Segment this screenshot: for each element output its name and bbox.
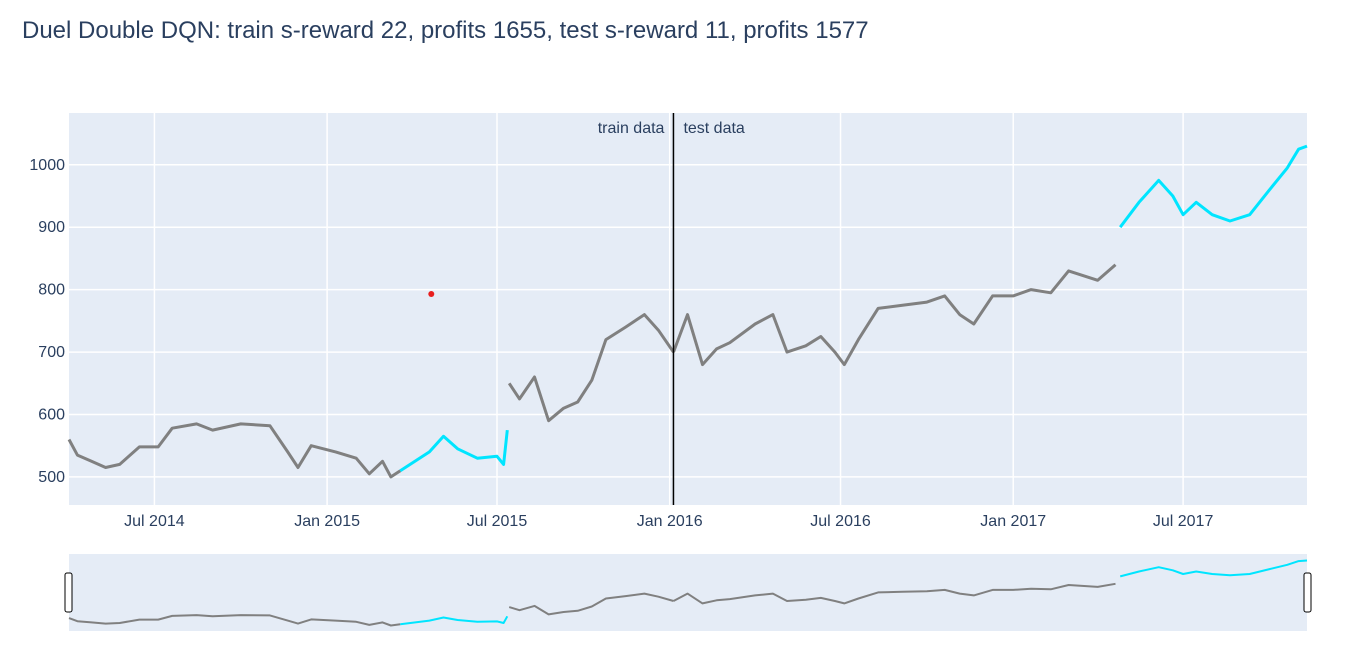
x-tick-label: Jul 2016 [810, 513, 871, 530]
x-axis: Jul 2014 Jan 2015 Jul 2015 Jan 2016 Jul 2016… [124, 513, 1213, 530]
x-tick-label: Jul 2014 [124, 513, 185, 530]
x-tick-label: Jan 2015 [294, 513, 360, 530]
price-series-line [672, 263, 1117, 367]
range-slider-series-line [1119, 559, 1308, 578]
range-slider-series-line [68, 614, 401, 627]
y-tick-label: 1000 [29, 157, 65, 174]
test-data-label: test data [683, 120, 744, 137]
split-line-group: train data test data [598, 113, 745, 505]
y-tick-label: 900 [38, 219, 65, 236]
range-slider-left-handle[interactable] [64, 572, 73, 613]
marker-point [428, 291, 435, 298]
price-series-line [67, 422, 402, 479]
y-axis: 500 600 700 800 900 1000 [29, 157, 65, 486]
grid [69, 113, 1307, 505]
train-data-label: train data [598, 120, 665, 137]
range-slider-right-handle[interactable] [1303, 572, 1312, 613]
y-tick-label: 500 [38, 469, 65, 486]
range-slider-series [68, 559, 1308, 627]
range-slider-series-line [508, 592, 674, 616]
x-tick-label: Jan 2017 [980, 513, 1046, 530]
range-slider-series-line [400, 615, 509, 626]
price-series-line [507, 313, 675, 423]
range-slider[interactable] [69, 554, 1307, 631]
y-tick-label: 800 [38, 282, 65, 299]
chart-title: Duel Double DQN: train s-reward 22, prof… [22, 17, 869, 44]
x-tick-label: Jul 2017 [1153, 513, 1214, 530]
y-tick-label: 700 [38, 344, 65, 361]
x-tick-label: Jul 2015 [467, 513, 528, 530]
series-group [67, 144, 1308, 479]
plot-area[interactable] [69, 113, 1307, 505]
range-slider-series-line [673, 582, 1116, 605]
price-series-line [399, 429, 509, 472]
price-series-line [1119, 144, 1308, 229]
x-tick-label: Jan 2016 [637, 513, 703, 530]
y-tick-label: 600 [38, 406, 65, 423]
